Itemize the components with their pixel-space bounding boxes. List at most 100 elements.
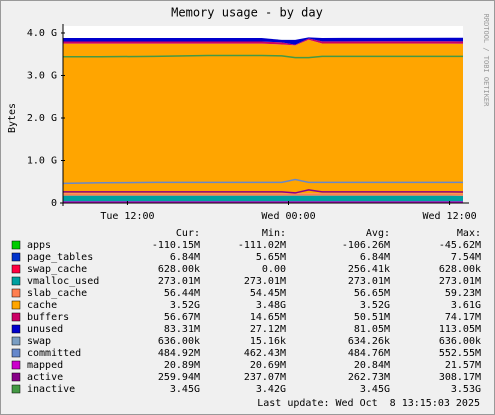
x-tick-label: Wed 12:00 xyxy=(422,211,476,222)
stat-value: 50.51M xyxy=(354,312,390,323)
legend-swatch xyxy=(11,264,21,274)
stat-value: 3.48G xyxy=(256,300,286,311)
stat-value: 484.92M xyxy=(158,348,200,359)
stat-value: 237.07M xyxy=(244,372,286,383)
stat-value: 15.16k xyxy=(250,336,286,347)
series-line xyxy=(63,178,463,185)
stat-header: Min: xyxy=(262,228,286,239)
stat-value: 3.45G xyxy=(360,384,390,395)
stat-value: 628.00k xyxy=(439,264,481,275)
stat-value: -106.26M xyxy=(342,240,390,251)
series-line xyxy=(63,189,463,194)
legend-swatch xyxy=(11,324,21,334)
stat-value: 3.53G xyxy=(451,384,481,395)
stat-value: 3.52G xyxy=(360,300,390,311)
legend-swatch xyxy=(11,288,21,298)
stat-value: 56.65M xyxy=(354,288,390,299)
legend-label: active xyxy=(27,372,63,383)
legend-label: slab_cache xyxy=(27,288,87,299)
stat-value: 3.61G xyxy=(451,300,481,311)
stat-value: 113.05M xyxy=(439,324,481,335)
y-tick-label: 3.0 G xyxy=(27,70,57,81)
stat-value: 308.17M xyxy=(439,372,481,383)
series-line xyxy=(63,54,463,59)
stat-value: 81.05M xyxy=(354,324,390,335)
stat-value: 273.01M xyxy=(348,276,390,287)
stat-header: Max: xyxy=(457,228,481,239)
stat-value: 20.84M xyxy=(354,360,390,371)
legend-swatch xyxy=(11,240,21,250)
stat-value: 14.65M xyxy=(250,312,286,323)
plot xyxy=(63,37,463,203)
stat-value: 484.76M xyxy=(348,348,390,359)
stat-header: Cur: xyxy=(176,228,200,239)
legend-swatch xyxy=(11,384,21,394)
stat-value: 462.43M xyxy=(244,348,286,359)
legend-label: inactive xyxy=(27,384,75,395)
stat-value: 74.17M xyxy=(445,312,481,323)
legend-label: vmalloc_used xyxy=(27,276,99,287)
stat-value: 628.00k xyxy=(158,264,200,275)
stat-value: 256.41k xyxy=(348,264,390,275)
legend-swatch xyxy=(11,372,21,382)
stack-area xyxy=(63,39,463,194)
legend-label: buffers xyxy=(27,312,69,323)
legend-label: unused xyxy=(27,324,63,335)
stat-value: 273.01M xyxy=(158,276,200,287)
stack-area xyxy=(63,193,463,196)
stat-value: 552.55M xyxy=(439,348,481,359)
legend-label: swap xyxy=(27,336,51,347)
watermark: RRDTOOL / TOBI OETIKER xyxy=(482,14,490,108)
stat-value: 273.01M xyxy=(439,276,481,287)
stat-value: 259.94M xyxy=(158,372,200,383)
legend-swatch xyxy=(11,360,21,370)
legend-label: swap_cache xyxy=(27,264,87,275)
stat-value: 3.45G xyxy=(170,384,200,395)
stat-value: 3.42G xyxy=(256,384,286,395)
legend-swatch xyxy=(11,336,21,346)
stat-value: 27.12M xyxy=(250,324,286,335)
legend-swatch xyxy=(11,252,21,262)
stat-value: -111.02M xyxy=(238,240,286,251)
stat-value: -45.62M xyxy=(439,240,481,251)
stat-value: 636.00k xyxy=(158,336,200,347)
legend-swatch xyxy=(11,348,21,358)
legend-label: cache xyxy=(27,300,57,311)
stat-value: 20.69M xyxy=(250,360,286,371)
stat-value: -110.15M xyxy=(152,240,200,251)
y-tick-label: 2.0 G xyxy=(27,113,57,124)
stat-header: Avg: xyxy=(366,228,390,239)
legend-swatch xyxy=(11,300,21,310)
stat-value: 3.52G xyxy=(170,300,200,311)
stat-value: 636.00k xyxy=(439,336,481,347)
x-tick-label: Wed 00:00 xyxy=(261,211,315,222)
stat-value: 56.44M xyxy=(164,288,200,299)
stat-value: 56.67M xyxy=(164,312,200,323)
stack-area xyxy=(63,195,463,203)
stat-value: 6.84M xyxy=(170,252,200,263)
stat-value: 21.57M xyxy=(445,360,481,371)
stat-value: 83.31M xyxy=(164,324,200,335)
stat-value: 20.89M xyxy=(164,360,200,371)
stat-value: 262.73M xyxy=(348,372,390,383)
stat-value: 54.45M xyxy=(250,288,286,299)
y-tick-label: 0 xyxy=(51,198,57,209)
chart-title: Memory usage - by day xyxy=(171,6,323,20)
stat-value: 634.26k xyxy=(348,336,390,347)
stat-value: 6.84M xyxy=(360,252,390,263)
stat-value: 7.54M xyxy=(451,252,481,263)
stat-value: 273.01M xyxy=(244,276,286,287)
stat-value: 0.00 xyxy=(262,264,286,275)
y-tick-label: 4.0 G xyxy=(27,28,57,39)
legend-label: apps xyxy=(27,240,51,251)
stack-area xyxy=(63,38,463,46)
stack-area xyxy=(63,37,463,45)
y-tick-label: 1.0 G xyxy=(27,155,57,166)
legend-swatch xyxy=(11,312,21,322)
stat-value: 59.23M xyxy=(445,288,481,299)
footer: Last update: Wed Oct 8 13:15:03 2025 xyxy=(257,398,480,409)
legend-label: committed xyxy=(27,348,81,359)
stat-value: 5.65M xyxy=(256,252,286,263)
